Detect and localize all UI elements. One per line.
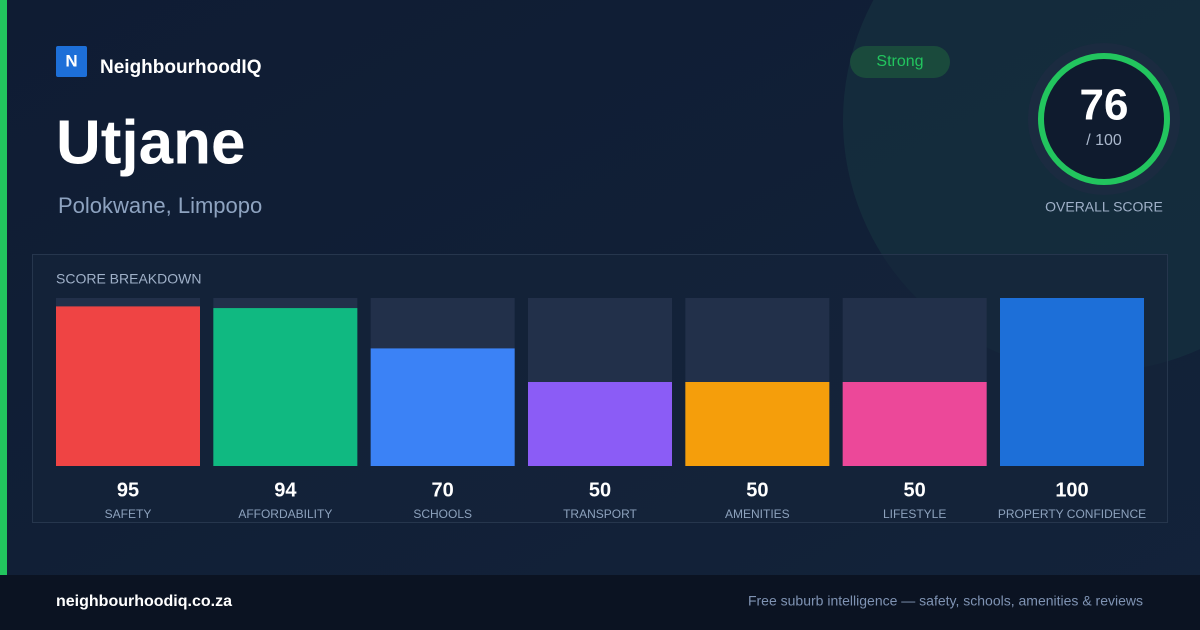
place-region: Polokwane, Limpopo [58, 193, 262, 218]
value-label: 50 [904, 479, 926, 501]
bar [685, 382, 830, 466]
category-label: AFFORDABILITY [238, 507, 332, 521]
category-label: SCHOOLS [413, 507, 472, 521]
value-label: 100 [1055, 479, 1088, 501]
category-label: TRANSPORT [563, 507, 637, 521]
footer-tagline: Free suburb intelligence — safety, schoo… [748, 593, 1143, 609]
value-label: 50 [746, 479, 768, 501]
footer-site: neighbourhoodiq.co.za [56, 593, 232, 610]
value-label: 50 [589, 479, 611, 501]
category-label: LIFESTYLE [883, 507, 946, 521]
logo-letter: N [65, 51, 77, 70]
category-label: SAFETY [105, 507, 152, 521]
value-label: 95 [117, 479, 139, 501]
category-label: PROPERTY CONFIDENCE [998, 507, 1146, 521]
bar [1000, 298, 1144, 466]
score-max: / 100 [1086, 132, 1122, 149]
bar [528, 382, 672, 466]
accent-stripe [0, 0, 7, 575]
score-ring [1038, 53, 1170, 185]
breakdown-title: SCORE BREAKDOWN [56, 271, 201, 287]
logo-box [56, 46, 87, 77]
brand-name: NeighbourhoodIQ [100, 57, 261, 78]
bar [842, 382, 987, 466]
badge [850, 46, 950, 78]
bar [213, 308, 358, 466]
badge-text: Strong [876, 53, 923, 70]
bar [370, 348, 515, 466]
category-label: AMENITIES [725, 507, 790, 521]
value-label: 94 [274, 479, 297, 501]
score-value: 76 [1080, 81, 1129, 130]
footer [0, 575, 1200, 630]
score-label: OVERALL SCORE [1045, 199, 1163, 215]
bar-chart: 95 SAFETY 94 AFFORDABILITY 70 SCHOOLS 50 TRANSP… [56, 298, 1146, 521]
value-label: 70 [432, 479, 454, 501]
bar [56, 306, 200, 466]
place-name: Utjane [56, 108, 245, 177]
